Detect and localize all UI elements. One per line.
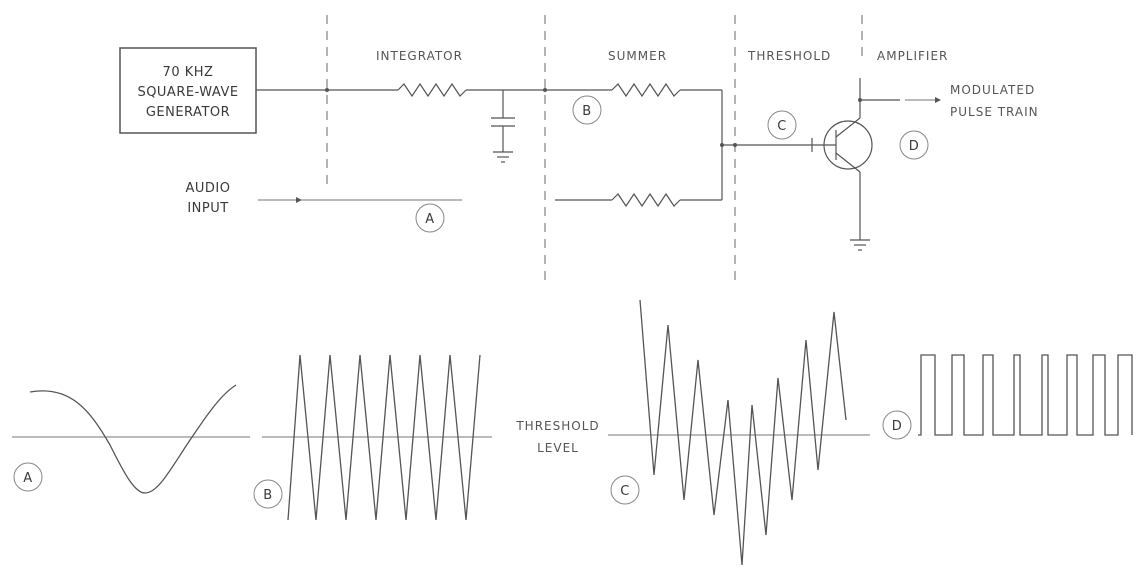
waveform-c-triangle — [639, 299, 847, 566]
generator-label-line1: 70 KHZ — [163, 65, 214, 80]
output-label-line2: PULSE TRAIN — [950, 105, 1039, 119]
generator-label-line2: SQUARE-WAVE — [137, 85, 238, 100]
waveform-d-marker — [882, 410, 912, 440]
transistor-emitter — [835, 152, 861, 173]
stage-label-summer: SUMMER — [608, 49, 667, 63]
summer-top-resistor — [611, 82, 681, 98]
output-arrow-head — [935, 97, 941, 103]
point-c-marker — [767, 110, 797, 140]
stage-label-amplifier: AMPLIFIER — [877, 49, 948, 63]
waveform-b-label: B — [263, 488, 272, 503]
waveform-c-label: C — [620, 484, 630, 499]
point-b-label: B — [582, 104, 591, 119]
audio-input-arrow — [296, 197, 302, 203]
waveform-d-label: D — [892, 419, 903, 434]
point-d-label: D — [909, 139, 920, 154]
waveform-a-marker — [13, 462, 43, 492]
threshold-level-label-line2: LEVEL — [537, 441, 579, 455]
waveform-a-label: A — [23, 471, 32, 486]
waveform-b-marker — [253, 479, 283, 509]
transistor-body — [823, 120, 873, 170]
generator-label-line3: GENERATOR — [146, 105, 230, 120]
audio-input-label-line2: INPUT — [187, 201, 228, 216]
output-label-line1: MODULATED — [950, 83, 1035, 97]
transistor-collector — [835, 117, 861, 138]
point-a-label: A — [425, 212, 434, 227]
waveform-d-pulses — [918, 354, 1133, 436]
stage-label-integrator: INTEGRATOR — [376, 49, 463, 63]
summer-bottom-resistor — [611, 192, 681, 208]
point-b-marker — [572, 95, 602, 125]
waveform-b-triangle — [287, 354, 481, 521]
waveform-a-sine — [29, 384, 237, 494]
point-a-marker — [415, 203, 445, 233]
waveform-c-marker — [610, 475, 640, 505]
point-c-label: C — [777, 119, 787, 134]
point-d-marker — [899, 130, 929, 160]
audio-input-label-line1: AUDIO — [186, 181, 231, 196]
threshold-level-label-line1: THRESHOLD — [515, 419, 599, 433]
junction-dot — [858, 98, 862, 102]
junction-dot — [325, 88, 329, 92]
stage-label-threshold: THRESHOLD — [747, 49, 831, 63]
integrator-resistor — [397, 82, 467, 98]
